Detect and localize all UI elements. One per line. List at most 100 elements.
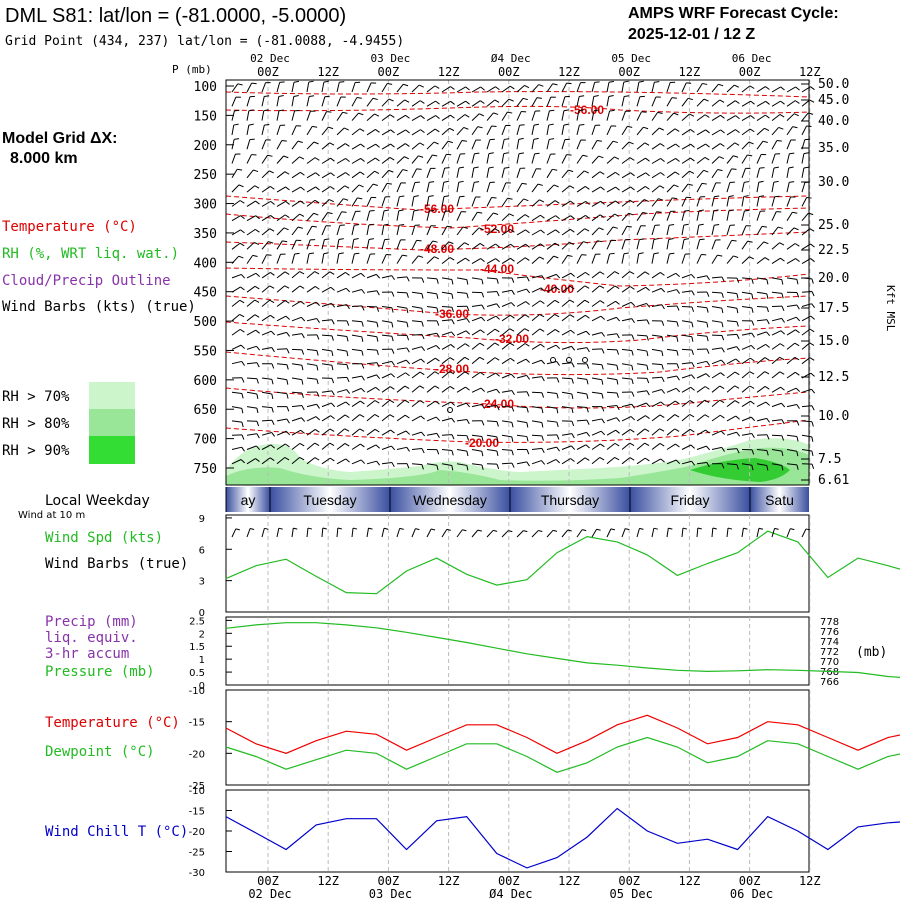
wind-barb (261, 391, 274, 400)
wind-barb-flag (570, 215, 575, 220)
wind-barb-flag (615, 186, 620, 191)
wind-barb-flag (301, 417, 306, 422)
wind-barb-flag (570, 200, 575, 205)
wind-barb-shaft (276, 363, 288, 366)
wind-barb-flag (569, 299, 575, 303)
wind-barb (501, 277, 515, 283)
wind-barb-shaft (531, 125, 535, 136)
wind-barb-flag (256, 421, 260, 427)
wind-barb-flag (629, 457, 635, 461)
wind-barb-shaft (591, 96, 595, 107)
pressure-tick-label: 500 (194, 315, 217, 330)
wind-barb (711, 463, 725, 469)
wind-barb (276, 155, 289, 164)
wind-barb (531, 84, 544, 93)
wind-barb-flag (751, 465, 754, 471)
wind-barb-flag (525, 301, 530, 306)
wind-barb (741, 85, 755, 93)
wind-barb (606, 156, 620, 164)
wind-barb-shaft (276, 254, 281, 264)
surface-wind-barb (486, 530, 494, 538)
wind-barb-flag (751, 293, 754, 299)
wind-barb-shaft (246, 285, 256, 293)
wind-barb-shaft (246, 329, 256, 336)
wind-barb-flag (428, 195, 434, 198)
wind-barb-shaft (786, 86, 796, 93)
wind-barb-flag (264, 123, 270, 126)
wind-barb (801, 99, 815, 107)
wind-barb (741, 141, 754, 150)
wind-barb (276, 457, 290, 465)
wind-barb (681, 273, 696, 279)
wind-barb-shaft (531, 153, 536, 164)
wind-barb (561, 95, 570, 107)
wind-barb-shaft (606, 285, 616, 293)
wind-barb-flag (714, 195, 720, 198)
wind-barb (456, 140, 467, 150)
wind-barb-shaft (396, 359, 407, 365)
wind-barb-shaft (276, 348, 288, 350)
wind-barb (321, 172, 335, 179)
wind-barb-flag (615, 429, 620, 434)
wind-barb (771, 356, 785, 365)
wind-barb (261, 254, 272, 264)
wind-barb-shaft (291, 171, 301, 179)
wind-barb-shaft (426, 85, 436, 93)
wind-barb-flag (526, 375, 531, 380)
wind-barb-flag (494, 342, 500, 346)
wind-barb (516, 434, 529, 442)
surface-wind-barb (261, 528, 265, 538)
wind-barb-flag (683, 223, 689, 226)
wind-barb-flag (359, 428, 365, 432)
wind-barb-flag (391, 291, 395, 297)
wind-barb-flag (421, 431, 426, 437)
wind-barb-shaft (531, 84, 540, 93)
wind-barb-flag (376, 336, 379, 342)
wind-barb-shaft (546, 110, 550, 121)
wind-barb-flag (644, 428, 650, 432)
wind-barb (276, 430, 291, 436)
wind-barb-flag (646, 335, 649, 341)
wind-barb-flag (616, 405, 620, 411)
wind-barb-shaft (561, 185, 571, 193)
wind-barb-flag (271, 407, 274, 413)
wind-barb-shaft (606, 300, 616, 307)
wind-barb-flag (491, 125, 497, 128)
wind-barb-shaft (726, 255, 734, 264)
wind-barb-shaft (666, 459, 677, 465)
wind-barb-flag (375, 157, 380, 162)
wind-barb (471, 304, 485, 310)
wind-barb-shaft (486, 357, 496, 365)
kft-tick-label: 6.61 (818, 473, 849, 488)
wind-barb-shaft (366, 225, 370, 236)
wind-barb (486, 277, 499, 284)
wind-barb (756, 463, 769, 471)
wind-barb-flag (315, 301, 321, 307)
wind-barb-shaft (261, 186, 271, 193)
wind-barb (711, 385, 725, 393)
wind-barb-shaft (426, 357, 436, 365)
wind-barb (576, 347, 590, 353)
wind-barb-shaft (246, 169, 254, 179)
wind-barb-flag (555, 215, 560, 220)
wind-barb-shaft (726, 306, 737, 309)
wind-barb-shaft (576, 299, 586, 307)
wind-barb (501, 406, 515, 412)
wind-barb-shaft (276, 227, 285, 236)
wind-barb-shaft (351, 97, 358, 107)
wind-barb (456, 419, 470, 425)
panel-right-tick-label: 766 (820, 677, 839, 688)
wind-barb-flag (555, 344, 561, 350)
wind-barb-flag (496, 436, 499, 442)
wind-barb-flag (241, 377, 245, 383)
wind-barb (441, 331, 456, 337)
wind-barb-shaft (321, 157, 331, 164)
wind-barb-flag (795, 258, 800, 263)
wind-barb-flag (706, 322, 709, 328)
wind-barb (756, 195, 765, 207)
wind-barb (711, 156, 724, 164)
wind-barb (276, 200, 290, 207)
wind-barb-shaft (771, 100, 781, 107)
wind-barb-flag (436, 332, 440, 338)
wind-barb (231, 273, 246, 279)
